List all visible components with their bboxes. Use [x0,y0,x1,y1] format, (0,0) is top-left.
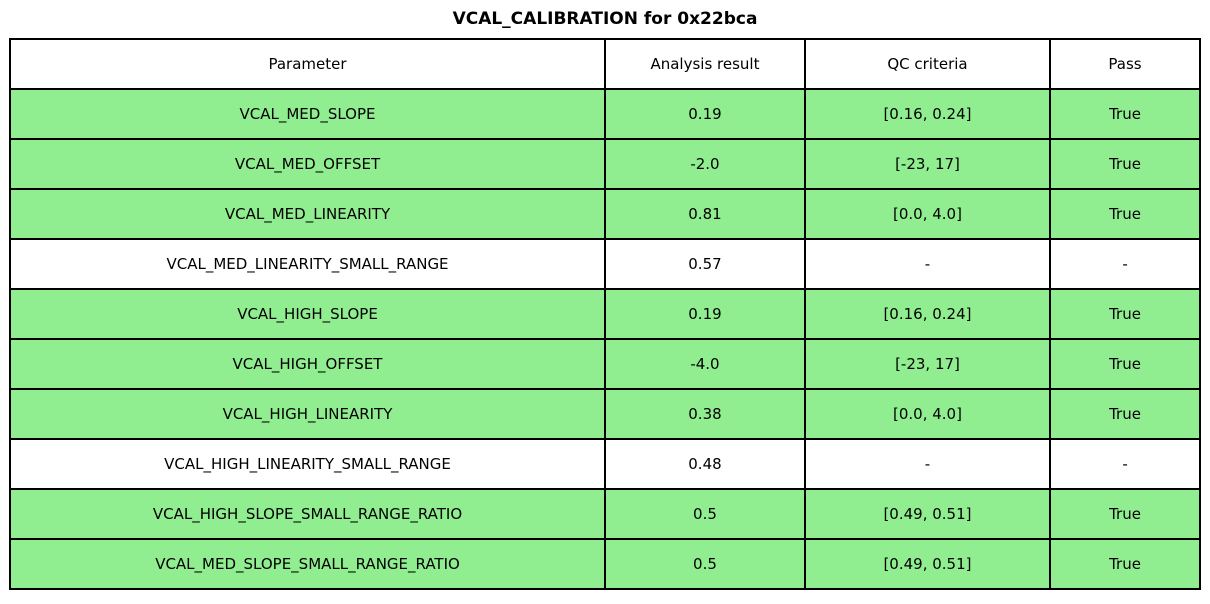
header-qc-criteria: QC criteria [803,38,1052,91]
pass-cell: True [1049,388,1201,441]
qc-criteria-cell: - [803,238,1052,291]
result-cell: 0.57 [604,238,806,291]
parameter-cell: VCAL_HIGH_SLOPE [8,288,607,341]
result-cell: 0.48 [604,438,806,491]
qc-results-table: Parameter Analysis result QC criteria Pa… [8,38,1201,591]
qc-criteria-cell: [0.0, 4.0] [803,388,1052,441]
qc-criteria-cell: [-23, 17] [803,338,1052,391]
pass-cell: - [1049,238,1201,291]
header-parameter: Parameter [8,38,607,91]
pass-cell: True [1049,88,1201,141]
parameter-cell: VCAL_MED_LINEARITY_SMALL_RANGE [8,238,607,291]
header-row: Parameter Analysis result QC criteria Pa… [8,38,1201,91]
result-cell: -2.0 [604,138,806,191]
table-row: VCAL_HIGH_OFFSET -4.0 [-23, 17] True [8,338,1201,391]
qc-criteria-cell: - [803,438,1052,491]
table-row: VCAL_MED_LINEARITY 0.81 [0.0, 4.0] True [8,188,1201,241]
table-row: VCAL_HIGH_SLOPE 0.19 [0.16, 0.24] True [8,288,1201,341]
result-cell: 0.19 [604,288,806,341]
result-cell: 0.81 [604,188,806,241]
header-analysis-result: Analysis result [604,38,806,91]
pass-cell: True [1049,138,1201,191]
result-cell: 0.19 [604,88,806,141]
qc-criteria-cell: [0.16, 0.24] [803,88,1052,141]
qc-criteria-cell: [-23, 17] [803,138,1052,191]
qc-criteria-cell: [0.49, 0.51] [803,488,1052,541]
qc-criteria-cell: [0.49, 0.51] [803,538,1052,591]
table-header: Parameter Analysis result QC criteria Pa… [8,38,1201,91]
result-cell: -4.0 [604,338,806,391]
pass-cell: - [1049,438,1201,491]
result-cell: 0.5 [604,538,806,591]
table-row: VCAL_HIGH_LINEARITY_SMALL_RANGE 0.48- - [8,438,1201,491]
table-row: VCAL_MED_LINEARITY_SMALL_RANGE 0.57- - [8,238,1201,291]
parameter-cell: VCAL_MED_OFFSET [8,138,607,191]
pass-cell: True [1049,288,1201,341]
parameter-cell: VCAL_MED_SLOPE_SMALL_RANGE_RATIO [8,538,607,591]
qc-criteria-cell: [0.0, 4.0] [803,188,1052,241]
parameter-cell: VCAL_MED_SLOPE [8,88,607,141]
table-body: VCAL_MED_SLOPE 0.19 [0.16, 0.24] True VCAL_M… [8,88,1201,591]
parameter-cell: VCAL_HIGH_OFFSET [8,338,607,391]
parameter-cell: VCAL_HIGH_SLOPE_SMALL_RANGE_RATIO [8,488,607,541]
result-cell: 0.5 [604,488,806,541]
pass-cell: True [1049,538,1201,591]
table-row: VCAL_MED_SLOPE_SMALL_RANGE_RATIO 0.5 [0.49… [8,538,1201,591]
parameter-cell: VCAL_MED_LINEARITY [8,188,607,241]
result-cell: 0.38 [604,388,806,441]
table-row: VCAL_HIGH_LINEARITY 0.38 [0.0, 4.0] True [8,388,1201,441]
table-row: VCAL_MED_SLOPE 0.19 [0.16, 0.24] True [8,88,1201,141]
pass-cell: True [1049,488,1201,541]
parameter-cell: VCAL_HIGH_LINEARITY_SMALL_RANGE [8,438,607,491]
table-row: VCAL_MED_OFFSET -2.0 [-23, 17] True [8,138,1201,191]
parameter-cell: VCAL_HIGH_LINEARITY [8,388,607,441]
page-title: VCAL_CALIBRATION for 0x22bca [452,9,758,29]
pass-cell: True [1049,188,1201,241]
table-row: VCAL_HIGH_SLOPE_SMALL_RANGE_RATIO 0.5 [0.4… [8,488,1201,541]
pass-cell: True [1049,338,1201,391]
header-pass: Pass [1049,38,1201,91]
qc-criteria-cell: [0.16, 0.24] [803,288,1052,341]
